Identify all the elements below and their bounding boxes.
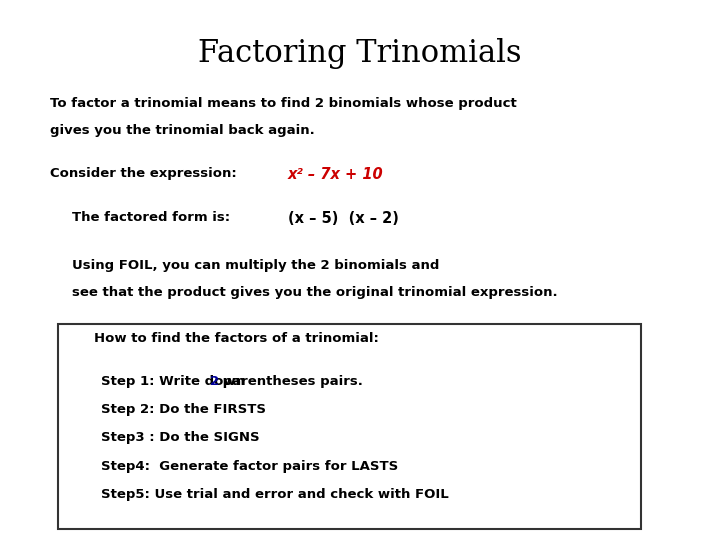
Text: 2: 2 <box>210 375 220 388</box>
FancyBboxPatch shape <box>58 324 641 529</box>
Text: Step5: Use trial and error and check with FOIL: Step5: Use trial and error and check wit… <box>101 488 449 501</box>
Text: The factored form is:: The factored form is: <box>72 211 230 224</box>
Text: Consider the expression:: Consider the expression: <box>50 167 237 180</box>
Text: (x – 5)  (x – 2): (x – 5) (x – 2) <box>288 211 399 226</box>
Text: x² – 7x + 10: x² – 7x + 10 <box>288 167 384 183</box>
Text: Using FOIL, you can multiply the 2 binomials and: Using FOIL, you can multiply the 2 binom… <box>72 259 439 272</box>
Text: Step3 : Do the SIGNS: Step3 : Do the SIGNS <box>101 431 259 444</box>
Text: see that the product gives you the original trinomial expression.: see that the product gives you the origi… <box>72 286 557 299</box>
Text: Step 1: Write down: Step 1: Write down <box>101 375 249 388</box>
Text: Step4:  Generate factor pairs for LASTS: Step4: Generate factor pairs for LASTS <box>101 460 398 472</box>
Text: Step 2: Do the FIRSTS: Step 2: Do the FIRSTS <box>101 403 266 416</box>
Text: How to find the factors of a trinomial:: How to find the factors of a trinomial: <box>94 332 379 345</box>
Text: parentheses pairs.: parentheses pairs. <box>218 375 363 388</box>
Text: Factoring Trinomials: Factoring Trinomials <box>198 38 522 69</box>
Text: To factor a trinomial means to find 2 binomials whose product: To factor a trinomial means to find 2 bi… <box>50 97 517 110</box>
Text: gives you the trinomial back again.: gives you the trinomial back again. <box>50 124 315 137</box>
